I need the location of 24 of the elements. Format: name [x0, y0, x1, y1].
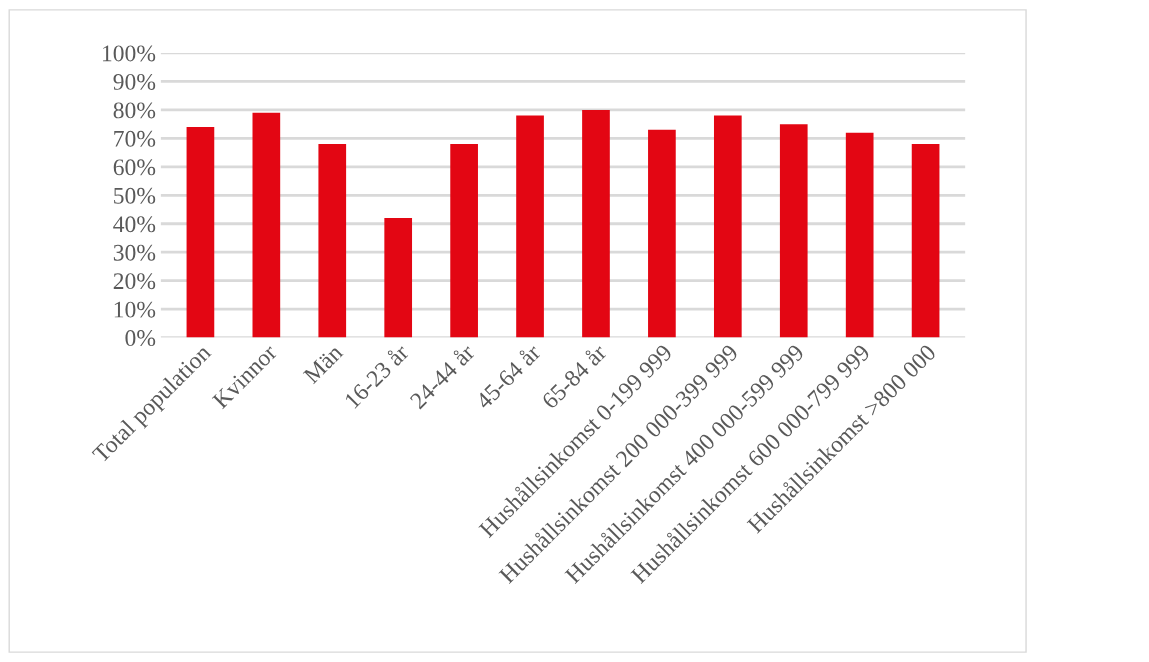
y-tick-label: 80% [113, 102, 156, 119]
y-tick-label: 50% [114, 187, 156, 204]
y-tick-label: 40% [113, 216, 156, 233]
bar [582, 109, 610, 338]
y-tick-label: 70% [114, 130, 156, 147]
bar [516, 115, 544, 338]
bar [911, 144, 940, 338]
y-tick-label: 90% [113, 73, 156, 90]
x-tick-label: Män [302, 343, 344, 385]
bar [384, 218, 413, 338]
bar [648, 129, 676, 338]
bar [450, 144, 478, 338]
y-tick-label: 30% [113, 244, 156, 261]
bar [779, 124, 808, 338]
y-tick-label: 10% [114, 301, 156, 318]
y-tick-label: 20% [113, 273, 156, 290]
bar [845, 132, 874, 338]
bar [252, 112, 281, 338]
bar [318, 144, 347, 338]
bar [186, 126, 215, 338]
y-tick-label: 60% [113, 159, 156, 176]
y-tick-label: 100% [102, 45, 156, 62]
bar [713, 115, 742, 338]
y-tick-label: 0% [125, 330, 156, 347]
